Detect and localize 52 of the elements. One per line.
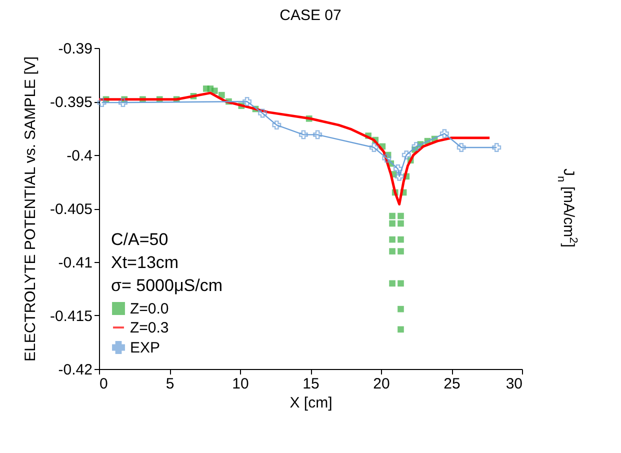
- y-tick-label: -0.42: [58, 362, 92, 378]
- point: [393, 164, 402, 174]
- point: [313, 130, 322, 140]
- point: [389, 212, 396, 220]
- point: [389, 236, 396, 243]
- point: [118, 98, 128, 108]
- point: [369, 143, 378, 152]
- point: [402, 150, 411, 160]
- point: [389, 280, 396, 287]
- point: [389, 248, 396, 254]
- point: [394, 172, 404, 181]
- point: [492, 143, 502, 152]
- x-axis-title: X [cm]: [290, 394, 332, 412]
- y-tick-label: -0.415: [50, 308, 92, 325]
- legend-label: Z=0.3: [130, 320, 169, 336]
- legend-label: Z=0.0: [130, 300, 169, 318]
- legend-label: EXP: [130, 340, 160, 356]
- y-tick-label: -0.39: [58, 40, 92, 58]
- point: [398, 280, 404, 287]
- x-tick-label: 10: [232, 376, 249, 392]
- point: [398, 326, 404, 333]
- point: [456, 143, 466, 152]
- point: [258, 108, 268, 118]
- point: [242, 97, 252, 106]
- point: [382, 154, 392, 163]
- x-tick-label: 30: [506, 376, 522, 392]
- point: [398, 306, 404, 312]
- point: [298, 130, 308, 140]
- point: [97, 98, 106, 108]
- x-tick-label: 20: [373, 376, 390, 392]
- annotation: C/A=50: [111, 230, 168, 249]
- x-tick-label: 15: [302, 376, 320, 392]
- point: [412, 142, 421, 151]
- y-tick-label: -0.4: [66, 148, 92, 164]
- annotation: σ= 5000μS/cm: [111, 276, 222, 295]
- point: [440, 129, 449, 138]
- y-tick-label: -0.41: [58, 254, 92, 272]
- y-tick-label: -0.395: [50, 94, 92, 111]
- annotation: Xt=13cm: [111, 253, 179, 272]
- point: [389, 220, 396, 227]
- point: [398, 212, 404, 220]
- point: [398, 236, 404, 243]
- point: [211, 88, 218, 94]
- x-tick-label: 25: [444, 376, 460, 392]
- point: [272, 120, 282, 130]
- x-tick-label: 0: [100, 376, 108, 392]
- point: [398, 220, 404, 227]
- point: [398, 248, 404, 254]
- y-tick-label: -0.405: [50, 201, 92, 218]
- x-tick-label: 5: [166, 376, 174, 392]
- chart-title: CASE 07: [280, 7, 342, 24]
- y-axis-title: ELECTROLYTE POTENTIAL vs. SAMPLE [V]: [22, 56, 39, 362]
